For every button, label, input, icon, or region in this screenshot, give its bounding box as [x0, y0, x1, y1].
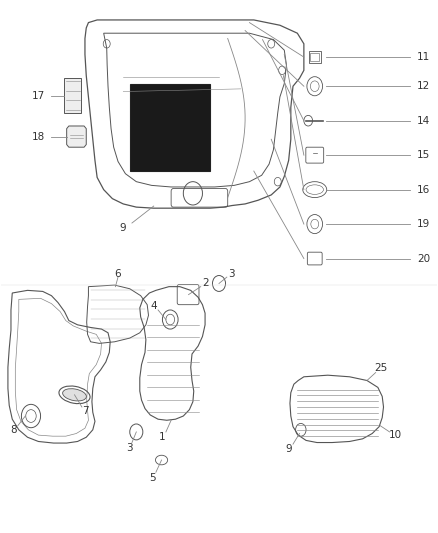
- Ellipse shape: [63, 389, 86, 401]
- Text: 16: 16: [417, 184, 430, 195]
- Bar: [311, 53, 319, 61]
- Text: 2: 2: [202, 278, 208, 288]
- Text: 11: 11: [417, 52, 430, 62]
- Bar: [130, 84, 210, 171]
- Text: 1: 1: [159, 432, 166, 442]
- Text: 3: 3: [127, 443, 133, 453]
- Text: 5: 5: [149, 473, 156, 482]
- Text: 9: 9: [119, 223, 126, 233]
- Bar: [64, 78, 81, 113]
- Text: 19: 19: [417, 219, 430, 229]
- Text: 17: 17: [32, 91, 45, 101]
- Text: 9: 9: [285, 445, 292, 455]
- Bar: [309, 51, 321, 63]
- Text: 7: 7: [81, 406, 88, 416]
- Text: 6: 6: [115, 269, 121, 279]
- Text: 8: 8: [10, 425, 17, 435]
- Text: 4: 4: [150, 301, 157, 311]
- Text: 14: 14: [417, 116, 430, 126]
- Text: 25: 25: [374, 364, 388, 373]
- Text: 10: 10: [389, 430, 402, 440]
- Text: 3: 3: [228, 269, 234, 279]
- Polygon shape: [67, 126, 86, 147]
- Text: 15: 15: [417, 150, 430, 160]
- Text: 12: 12: [417, 81, 430, 91]
- Text: 20: 20: [417, 254, 430, 263]
- Text: 18: 18: [32, 132, 45, 142]
